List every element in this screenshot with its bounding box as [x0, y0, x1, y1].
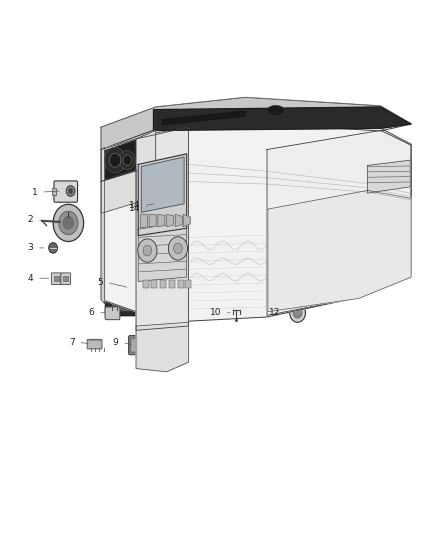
- Circle shape: [110, 153, 121, 167]
- Polygon shape: [162, 111, 245, 125]
- Text: 5: 5: [98, 278, 103, 287]
- Bar: [185, 280, 191, 288]
- Circle shape: [53, 204, 84, 241]
- Circle shape: [142, 298, 152, 310]
- Bar: [293, 300, 302, 303]
- Circle shape: [138, 239, 157, 262]
- Text: 6: 6: [89, 308, 95, 317]
- Bar: [169, 280, 175, 288]
- Polygon shape: [141, 157, 184, 212]
- Bar: [52, 188, 56, 195]
- Text: 14: 14: [129, 201, 141, 210]
- Polygon shape: [367, 160, 410, 193]
- Bar: [239, 312, 241, 315]
- Circle shape: [173, 243, 182, 254]
- Polygon shape: [141, 214, 148, 227]
- Bar: [143, 280, 149, 288]
- Polygon shape: [183, 214, 190, 227]
- Bar: [177, 280, 184, 288]
- FancyBboxPatch shape: [51, 273, 61, 285]
- Text: 10: 10: [210, 308, 221, 317]
- Polygon shape: [175, 214, 182, 227]
- Bar: [53, 276, 59, 281]
- FancyBboxPatch shape: [112, 298, 122, 311]
- Polygon shape: [268, 190, 411, 312]
- FancyBboxPatch shape: [141, 338, 149, 352]
- Circle shape: [123, 155, 132, 165]
- Text: 7: 7: [69, 338, 75, 347]
- Ellipse shape: [267, 106, 285, 116]
- Circle shape: [120, 298, 130, 310]
- Polygon shape: [267, 131, 411, 316]
- Polygon shape: [136, 322, 188, 372]
- FancyBboxPatch shape: [131, 338, 140, 352]
- Text: 9: 9: [113, 338, 119, 347]
- Bar: [160, 280, 166, 288]
- FancyBboxPatch shape: [87, 340, 102, 349]
- Polygon shape: [138, 221, 187, 281]
- Circle shape: [168, 237, 187, 260]
- Text: 1: 1: [32, 188, 38, 197]
- Text: 12: 12: [269, 308, 280, 317]
- FancyBboxPatch shape: [61, 273, 71, 285]
- Text: 2: 2: [28, 215, 33, 224]
- Bar: [63, 276, 68, 281]
- Text: 14: 14: [129, 204, 141, 213]
- FancyBboxPatch shape: [105, 307, 120, 320]
- Circle shape: [63, 216, 74, 229]
- FancyBboxPatch shape: [122, 298, 131, 311]
- FancyBboxPatch shape: [129, 336, 152, 355]
- Text: 3: 3: [28, 244, 33, 253]
- Bar: [151, 280, 157, 288]
- Polygon shape: [101, 98, 411, 150]
- Polygon shape: [136, 127, 188, 330]
- Polygon shape: [166, 214, 173, 227]
- Polygon shape: [149, 214, 156, 227]
- Circle shape: [293, 308, 302, 318]
- FancyBboxPatch shape: [141, 298, 150, 311]
- Polygon shape: [106, 141, 135, 179]
- FancyBboxPatch shape: [131, 298, 141, 311]
- Circle shape: [105, 148, 126, 173]
- Circle shape: [290, 303, 305, 322]
- Circle shape: [68, 188, 73, 193]
- Circle shape: [49, 243, 57, 253]
- Text: 4: 4: [28, 273, 33, 282]
- Polygon shape: [101, 98, 411, 151]
- Polygon shape: [153, 107, 411, 131]
- Circle shape: [143, 245, 152, 256]
- Circle shape: [66, 185, 75, 196]
- FancyBboxPatch shape: [106, 260, 166, 316]
- Circle shape: [120, 151, 135, 169]
- Polygon shape: [138, 154, 187, 236]
- Bar: [112, 268, 160, 297]
- FancyBboxPatch shape: [150, 298, 160, 311]
- Polygon shape: [101, 148, 105, 304]
- Circle shape: [59, 211, 78, 235]
- Polygon shape: [101, 131, 155, 181]
- FancyBboxPatch shape: [54, 181, 78, 202]
- Circle shape: [235, 319, 238, 322]
- Polygon shape: [158, 214, 165, 227]
- Polygon shape: [101, 171, 136, 213]
- Polygon shape: [101, 120, 411, 322]
